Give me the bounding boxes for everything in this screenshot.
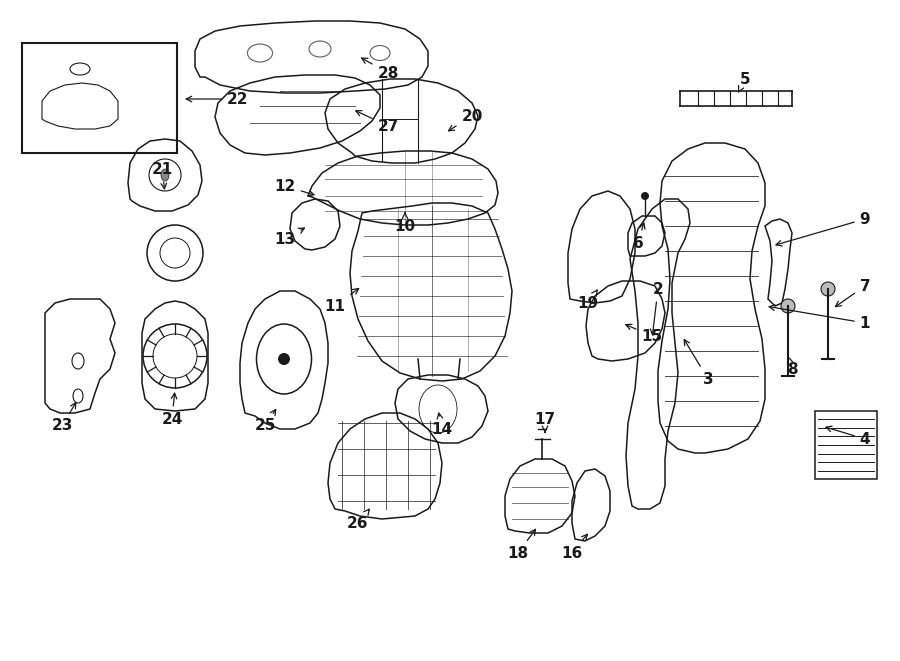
Text: 24: 24	[161, 393, 183, 426]
Text: 11: 11	[325, 288, 358, 313]
Text: 13: 13	[274, 228, 304, 247]
Bar	[815, 411, 877, 479]
Circle shape	[781, 299, 795, 313]
Text: 4: 4	[826, 426, 870, 446]
Text: 9: 9	[776, 212, 870, 246]
Text: 22: 22	[186, 91, 248, 106]
Text: 10: 10	[394, 213, 416, 233]
Text: 21: 21	[151, 161, 173, 189]
Text: 23: 23	[51, 403, 76, 434]
Text: 25: 25	[255, 410, 275, 434]
Text: 1: 1	[770, 305, 870, 330]
Text: 17: 17	[535, 412, 555, 432]
Text: 6: 6	[633, 223, 645, 251]
Text: 5: 5	[739, 71, 751, 92]
Text: 14: 14	[431, 413, 453, 436]
Bar	[22, 43, 177, 153]
Circle shape	[821, 282, 835, 296]
Text: 18: 18	[508, 529, 536, 561]
Text: 27: 27	[356, 110, 399, 134]
Text: 2: 2	[651, 282, 663, 335]
Text: 8: 8	[787, 356, 797, 377]
Text: 7: 7	[835, 278, 870, 307]
Text: 20: 20	[448, 108, 482, 131]
Text: 26: 26	[347, 509, 369, 531]
Ellipse shape	[161, 169, 169, 181]
Text: 19: 19	[578, 290, 599, 311]
Text: 15: 15	[626, 325, 662, 344]
Text: 12: 12	[274, 178, 314, 196]
Circle shape	[278, 353, 290, 365]
Text: 3: 3	[684, 340, 714, 387]
Circle shape	[641, 192, 649, 200]
Text: 28: 28	[362, 58, 399, 81]
Text: 16: 16	[562, 534, 588, 561]
